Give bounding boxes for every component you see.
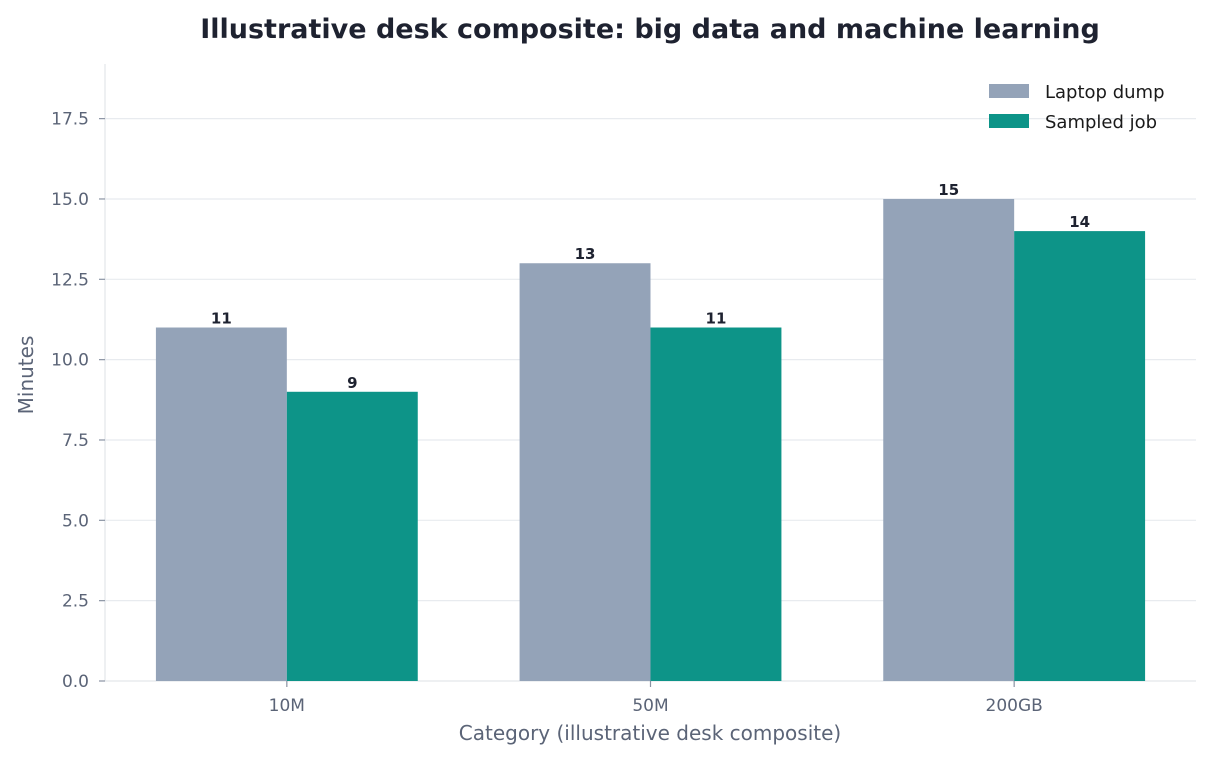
data-label: 11 bbox=[706, 310, 727, 328]
bar-laptop-dump-50m bbox=[519, 263, 651, 681]
legend-label: Sampled job bbox=[1045, 112, 1157, 133]
data-label: 13 bbox=[575, 245, 596, 263]
data-label: 9 bbox=[347, 374, 357, 392]
legend-swatch bbox=[989, 114, 1029, 128]
data-label: 14 bbox=[1069, 213, 1090, 231]
bar-sampled-job-10m bbox=[286, 391, 418, 681]
y-tick-label: 12.5 bbox=[51, 270, 89, 290]
x-tick-labels: 10M 50M 200GB bbox=[269, 681, 1043, 716]
legend: Laptop dump Sampled job bbox=[989, 82, 1165, 133]
x-tick-label: 10M bbox=[269, 696, 305, 716]
data-labels: 11 9 13 11 15 14 bbox=[211, 181, 1090, 392]
y-tick-label: 0.0 bbox=[62, 672, 89, 692]
data-label: 15 bbox=[938, 181, 959, 199]
bar-sampled-job-200gb bbox=[1014, 231, 1146, 681]
x-tick-label: 50M bbox=[632, 696, 668, 716]
y-tick-label: 15.0 bbox=[51, 190, 89, 210]
legend-label: Laptop dump bbox=[1045, 82, 1165, 103]
legend-swatch bbox=[989, 84, 1029, 98]
y-tick-labels: 0.0 2.5 5.0 7.5 10.0 12.5 15.0 17.5 bbox=[51, 110, 105, 692]
chart-title: Illustrative desk composite: big data an… bbox=[200, 14, 1100, 45]
y-tick-label: 5.0 bbox=[62, 511, 89, 531]
y-tick-label: 10.0 bbox=[51, 351, 89, 371]
y-axis-label: Minutes bbox=[14, 336, 38, 415]
bars bbox=[155, 198, 1146, 681]
y-tick-label: 2.5 bbox=[62, 592, 89, 612]
bar-laptop-dump-200gb bbox=[883, 198, 1015, 681]
bar-sampled-job-50m bbox=[650, 327, 782, 681]
x-tick-label: 200GB bbox=[986, 696, 1043, 716]
x-axis-label: Category (illustrative desk composite) bbox=[459, 721, 841, 745]
y-tick-label: 7.5 bbox=[62, 431, 89, 451]
y-tick-label: 17.5 bbox=[51, 110, 89, 130]
data-label: 11 bbox=[211, 310, 232, 328]
bar-laptop-dump-10m bbox=[155, 327, 287, 681]
